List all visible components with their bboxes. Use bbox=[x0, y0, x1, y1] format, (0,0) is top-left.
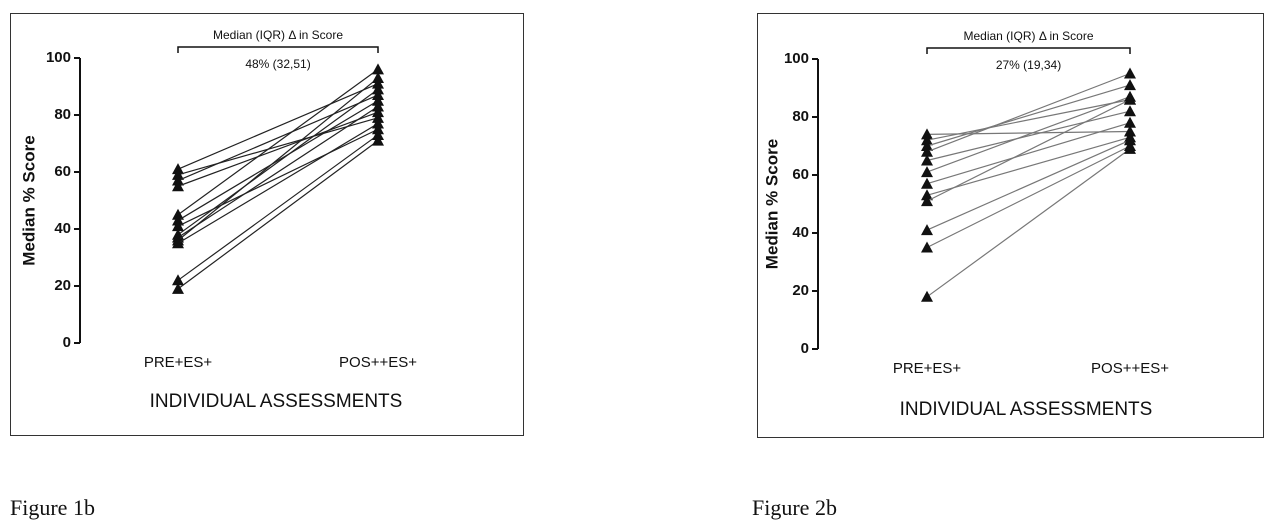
marker bbox=[921, 140, 933, 151]
series-line bbox=[926, 96, 1131, 173]
marker bbox=[372, 83, 384, 95]
marker bbox=[921, 195, 933, 207]
series-line bbox=[177, 111, 379, 187]
y-tick-label: 20 bbox=[54, 277, 71, 294]
marker bbox=[372, 77, 384, 89]
series-line bbox=[926, 139, 1131, 231]
series-line bbox=[177, 68, 379, 216]
series-line bbox=[926, 110, 1131, 162]
annotation-value: 48% (32,51) bbox=[245, 57, 310, 71]
marker bbox=[172, 163, 184, 175]
marker bbox=[172, 220, 184, 232]
bracket bbox=[926, 47, 1131, 54]
marker bbox=[372, 63, 384, 75]
marker bbox=[372, 117, 384, 129]
series-line bbox=[926, 72, 1131, 153]
series-line bbox=[177, 88, 379, 236]
marker bbox=[1124, 116, 1136, 128]
y-tick-label: 80 bbox=[54, 106, 71, 123]
marker bbox=[1124, 67, 1136, 79]
x-tick-label: PRE+ES+ bbox=[144, 354, 213, 371]
marker bbox=[172, 214, 184, 226]
series-line bbox=[177, 94, 379, 182]
marker bbox=[921, 224, 933, 236]
x-axis-label: INDIVIDUAL ASSESSMENTS bbox=[900, 399, 1153, 420]
y-tick-label: 100 bbox=[784, 50, 809, 67]
marker bbox=[921, 177, 933, 189]
marker bbox=[372, 100, 384, 112]
marker bbox=[1124, 125, 1136, 137]
marker bbox=[1124, 93, 1136, 105]
x-axis-label: INDIVIDUAL ASSESSMENTS bbox=[150, 391, 403, 412]
marker bbox=[172, 237, 184, 249]
marker bbox=[372, 94, 384, 106]
series-line bbox=[177, 123, 379, 244]
y-axis-label: Median % Score bbox=[762, 139, 781, 269]
marker bbox=[372, 128, 384, 140]
marker bbox=[372, 123, 384, 135]
marker bbox=[921, 154, 933, 166]
y-tick-label: 0 bbox=[801, 340, 809, 357]
series-line bbox=[177, 100, 379, 221]
caption: Figure 2b bbox=[752, 495, 837, 520]
series-line bbox=[926, 122, 1131, 185]
marker bbox=[1124, 105, 1136, 117]
series-line bbox=[177, 134, 379, 281]
series-line bbox=[926, 99, 1131, 202]
marker bbox=[921, 145, 933, 157]
series-line bbox=[926, 145, 1131, 249]
marker bbox=[372, 134, 384, 146]
marker bbox=[172, 282, 184, 294]
marker bbox=[921, 128, 933, 140]
y-tick-label: 80 bbox=[792, 108, 809, 125]
series-line bbox=[177, 77, 379, 241]
y-axis-label: Median % Score bbox=[19, 135, 38, 265]
x-tick-label: POS++ES+ bbox=[339, 354, 417, 371]
marker bbox=[372, 89, 384, 101]
y-tick-label: 40 bbox=[54, 220, 71, 237]
annotation-value: 27% (19,34) bbox=[996, 58, 1061, 72]
series-line bbox=[926, 136, 1131, 196]
annotation: Median (IQR) Δ in Score bbox=[963, 29, 1093, 43]
frame bbox=[10, 13, 524, 436]
marker bbox=[1124, 134, 1136, 146]
y-tick-label: 0 bbox=[63, 334, 71, 351]
series-line bbox=[926, 148, 1131, 298]
series-line bbox=[926, 99, 1131, 141]
marker bbox=[921, 166, 933, 178]
marker bbox=[172, 168, 184, 180]
marker bbox=[921, 241, 933, 253]
y-tick-label: 40 bbox=[792, 224, 809, 241]
marker bbox=[921, 290, 933, 302]
y-tick-label: 20 bbox=[792, 282, 809, 299]
x-tick-label: PRE+ES+ bbox=[893, 360, 962, 377]
marker bbox=[372, 111, 384, 123]
marker bbox=[921, 189, 933, 201]
marker bbox=[372, 106, 384, 118]
series-line bbox=[177, 140, 379, 290]
series-line bbox=[177, 128, 379, 227]
y-tick-label: 100 bbox=[46, 49, 71, 66]
marker bbox=[372, 71, 384, 83]
annotation: Median (IQR) Δ in Score bbox=[213, 28, 343, 42]
y-tick-label: 60 bbox=[54, 163, 71, 180]
frame bbox=[757, 13, 1264, 438]
series-line bbox=[177, 105, 379, 239]
marker bbox=[1124, 79, 1136, 91]
marker bbox=[1124, 142, 1136, 154]
series-line bbox=[177, 83, 379, 170]
marker bbox=[172, 174, 184, 186]
caption: Figure 1b bbox=[10, 495, 95, 520]
marker bbox=[921, 134, 933, 146]
series-line bbox=[926, 84, 1131, 147]
x-tick-label: POS++ES+ bbox=[1091, 360, 1169, 377]
marker bbox=[172, 274, 184, 286]
y-tick-label: 60 bbox=[792, 166, 809, 183]
series-line bbox=[177, 117, 379, 176]
marker bbox=[172, 180, 184, 192]
marker bbox=[172, 208, 184, 220]
bracket bbox=[177, 46, 379, 53]
